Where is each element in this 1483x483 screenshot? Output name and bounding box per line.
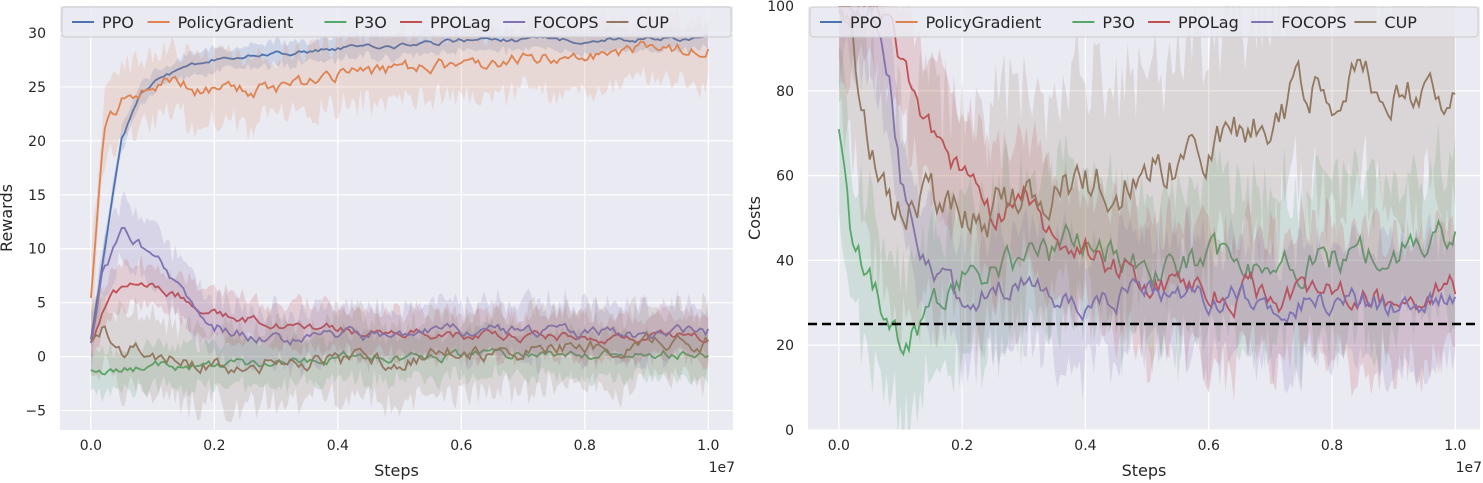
band-policygradient xyxy=(90,6,709,338)
y-tick-label: 20 xyxy=(776,338,794,354)
x-tick-label: 0.4 xyxy=(327,438,349,454)
legend-label-p3o: P3O xyxy=(1102,13,1134,32)
y-tick-label: 0 xyxy=(37,350,46,366)
y-tick-label: 5 xyxy=(37,296,46,312)
line-ppo xyxy=(90,34,709,340)
legend-label-p3o: P3O xyxy=(354,13,386,32)
x-tick-label: 0.4 xyxy=(1074,438,1096,454)
line-focops xyxy=(837,6,1457,324)
plot-area xyxy=(60,6,733,430)
y-axis-label: Rewards xyxy=(0,184,16,252)
y-tick-label: 40 xyxy=(776,253,794,269)
band-cup xyxy=(838,6,1456,377)
series-group xyxy=(90,6,710,423)
rewards-chart: 0.0 0.2 0.4 0.6 0.8 1.0 −5 0 5 10 15 20 25 30 Steps Rew… xyxy=(0,6,735,480)
series-group xyxy=(837,6,1457,430)
legend xyxy=(809,6,1479,38)
y-tick-label: 30 xyxy=(28,26,46,42)
y-tick-label: 80 xyxy=(776,84,794,100)
x-tick-label: 0.6 xyxy=(450,438,472,454)
line-p3o xyxy=(837,129,1457,357)
legend-label-ppo: PPO xyxy=(850,13,882,32)
y-tick-label: 15 xyxy=(28,188,46,204)
line-policygradient xyxy=(90,40,710,299)
legend-label-focops: FOCOPS xyxy=(1281,13,1346,32)
line-cup xyxy=(90,325,709,375)
x-tick-label: 0.8 xyxy=(574,438,596,454)
x-tick-label: 0.2 xyxy=(951,438,973,454)
y-tick-label: 10 xyxy=(28,242,46,258)
legend-label-cup: CUP xyxy=(636,13,669,32)
band-ppolag xyxy=(90,254,709,370)
x-tick-label: 0.0 xyxy=(80,438,102,454)
band-focops xyxy=(838,6,1456,401)
legend-label-ppolag: PPOLag xyxy=(430,13,491,32)
costs-chart: 0.0 0.2 0.4 0.6 0.8 1.0 0 20 40 60 80 100 Steps Costs… xyxy=(745,0,1482,480)
x-tick-label: 0.6 xyxy=(1198,438,1220,454)
x-tick-label: 0.8 xyxy=(1321,438,1343,454)
x-tick-label: 1.0 xyxy=(697,438,719,454)
legend xyxy=(61,6,732,38)
x-tick-label: 0.2 xyxy=(203,438,225,454)
legend-label-focops: FOCOPS xyxy=(533,13,598,32)
y-tick-label: 0 xyxy=(785,423,794,439)
y-tick-label: 25 xyxy=(28,80,46,96)
y-tick-label: −5 xyxy=(25,404,46,420)
x-multiplier-label: 1e7 xyxy=(709,460,735,476)
legend-label-ppolag: PPOLag xyxy=(1178,13,1239,32)
legend-label-policygradient: PolicyGradient xyxy=(926,13,1042,32)
legend-label-cup: CUP xyxy=(1384,13,1417,32)
x-tick-label: 1.0 xyxy=(1444,438,1466,454)
line-focops xyxy=(90,226,710,347)
x-multiplier-label: 1e7 xyxy=(1456,460,1482,476)
y-tick-label: 100 xyxy=(767,0,794,15)
legend-label-policygradient: PolicyGradient xyxy=(178,13,294,32)
x-tick-label: 0.0 xyxy=(828,438,850,454)
y-tick-label: 60 xyxy=(776,169,794,185)
y-axis-label: Costs xyxy=(745,196,764,240)
line-ppolag xyxy=(838,6,1457,320)
band-p3o xyxy=(838,48,1456,430)
band-cup xyxy=(90,285,709,423)
x-axis-label: Steps xyxy=(1122,461,1167,480)
legend-label-ppo: PPO xyxy=(102,13,134,32)
x-axis-label: Steps xyxy=(374,461,419,480)
band-focops xyxy=(90,191,709,380)
line-cup xyxy=(839,6,1456,238)
y-tick-label: 20 xyxy=(28,134,46,150)
band-ppolag xyxy=(838,6,1456,401)
